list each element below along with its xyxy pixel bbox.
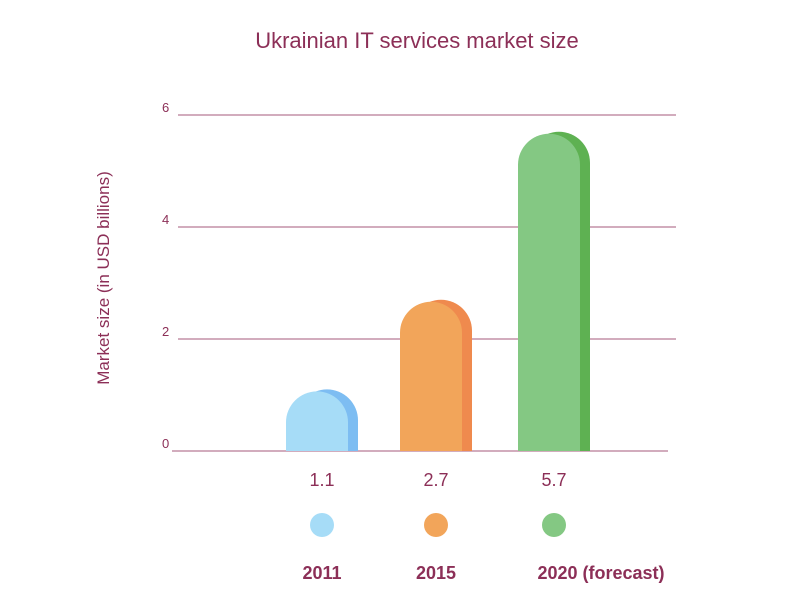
category-markers [310,513,566,537]
category-dot [310,513,334,537]
category-labels: 2011 2015 2020 (forecast) [302,563,664,583]
y-axis-ticks: 0 2 4 6 [162,100,169,451]
category-label: 2011 [302,563,341,583]
bar-body [518,133,580,452]
category-dot [424,513,448,537]
bar-body [286,391,348,451]
bar-2015 [400,299,472,451]
bar-body [400,301,462,451]
value-labels: 1.1 2.7 5.7 [309,470,566,490]
y-tick-label: 0 [162,436,169,451]
category-dot [542,513,566,537]
y-tick-label: 6 [162,100,169,115]
y-tick-label: 2 [162,324,169,339]
bars [286,131,590,452]
value-label: 2.7 [423,470,448,490]
category-label: 2020 (forecast) [537,563,664,583]
y-axis-label: Market size (in USD billions) [94,171,113,385]
bar-2011 [286,389,358,451]
chart-title: Ukrainian IT services market size [255,28,579,53]
y-tick-label: 4 [162,212,169,227]
category-label: 2015 [416,563,456,583]
value-label: 5.7 [541,470,566,490]
value-label: 1.1 [309,470,334,490]
bar-2020 (forecast) [518,131,590,452]
